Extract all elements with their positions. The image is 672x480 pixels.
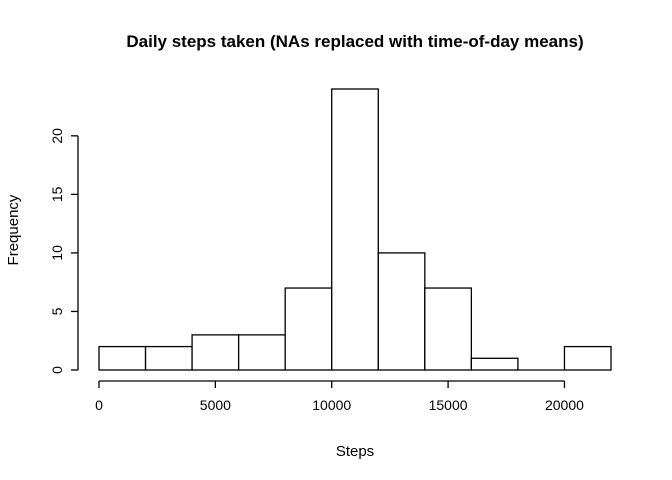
histogram-bar [424, 287, 473, 371]
y-tick-label: 5 [49, 307, 65, 315]
y-tick-label: 20 [49, 128, 65, 144]
histogram-bar [237, 334, 286, 371]
y-tick-label: 10 [49, 245, 65, 261]
x-tick-label: 20000 [545, 397, 584, 413]
bars-group [98, 88, 612, 371]
y-axis-label: Frequency [5, 194, 22, 265]
y-axis: 0 5 10 15 20 [49, 128, 79, 374]
x-axis-label: Steps [336, 443, 374, 460]
x-axis: 0 5000 10000 15000 20000 [95, 380, 584, 413]
histogram-bar [470, 357, 519, 371]
histogram-bar [331, 88, 379, 371]
histogram-bar [144, 345, 193, 371]
histogram-bar [191, 334, 240, 371]
chart-title: Daily steps taken (NAs replaced with tim… [126, 32, 583, 51]
x-tick-label: 5000 [200, 397, 231, 413]
x-tick-label: 10000 [312, 397, 351, 413]
x-tick-label: 0 [95, 397, 103, 413]
x-tick-label: 15000 [429, 397, 468, 413]
histogram-bar [377, 252, 426, 371]
y-tick-label: 15 [49, 186, 65, 202]
histogram-bar [563, 345, 612, 371]
histogram-bar [284, 287, 333, 371]
y-tick-label: 0 [49, 366, 65, 374]
histogram-bar [98, 345, 147, 371]
